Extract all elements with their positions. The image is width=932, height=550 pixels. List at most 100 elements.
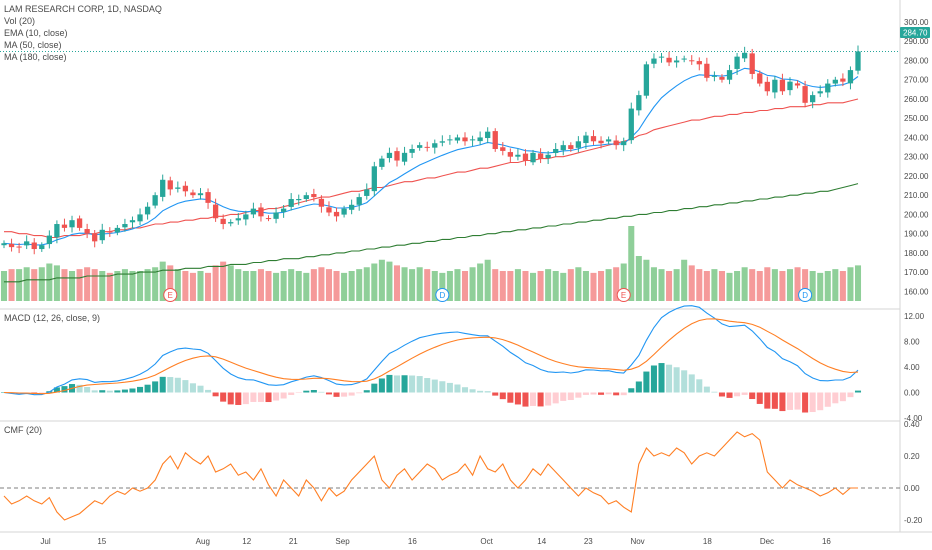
macd-histogram-bar [235, 392, 242, 405]
candle-body [749, 53, 755, 74]
candle-body [855, 51, 861, 71]
event-marker-letter: D [440, 291, 446, 300]
volume-bar [189, 272, 196, 301]
volume-bar [68, 271, 76, 301]
volume-bar [220, 261, 227, 301]
volume-bar [786, 269, 794, 301]
candle-body [205, 192, 211, 203]
macd-histogram-bar [620, 392, 627, 396]
macd-histogram-bar [76, 384, 83, 393]
candle-body [160, 179, 166, 197]
volume-bar [333, 271, 340, 301]
macd-histogram-bar [514, 392, 521, 405]
macd-histogram-bar [114, 390, 121, 393]
candle-body [69, 220, 75, 228]
price-tick-label: 300.00 [904, 18, 929, 27]
candle-body [122, 224, 128, 228]
candle-body [462, 137, 468, 142]
time-tick-label: 16 [408, 537, 417, 546]
candle-body [522, 153, 529, 161]
volume-bar [416, 267, 423, 301]
volume-bar [38, 267, 45, 301]
macd-histogram-bar [318, 391, 325, 393]
candle-body [673, 60, 680, 63]
macd-histogram-bar [348, 392, 355, 396]
macd-histogram-bar [197, 385, 204, 393]
price-tick-label: 210.00 [904, 191, 929, 200]
macd-histogram-bar [771, 392, 778, 409]
macd-histogram-bar [560, 392, 567, 401]
candle-body [54, 224, 60, 238]
time-tick-label: 16 [822, 537, 831, 546]
candle-body [537, 153, 544, 159]
macd-histogram-bar [129, 388, 136, 393]
candle-body [235, 218, 241, 221]
volume-bar [507, 271, 514, 301]
macd-histogram-bar [393, 375, 401, 393]
ma180-line [4, 183, 859, 283]
volume-bar [847, 267, 854, 301]
macd-pane[interactable] [0, 305, 862, 413]
candle-body [114, 227, 121, 233]
volume-bar [356, 269, 363, 301]
time-tick-label: Jul [40, 537, 50, 546]
candle-body [356, 197, 362, 205]
volume-bar [545, 269, 552, 301]
candle-body [371, 166, 377, 192]
candle-body [228, 222, 234, 224]
macd-histogram-bar [205, 389, 212, 393]
volume-bar [703, 271, 710, 301]
candle-body [802, 86, 808, 103]
volume-bar [673, 269, 680, 301]
candle-body [1, 243, 7, 246]
macd-histogram-bar [605, 392, 612, 395]
candle-body [326, 207, 332, 213]
volume-bar [749, 269, 756, 301]
candle-body [598, 140, 604, 144]
volume-bar [114, 271, 121, 301]
candle-body [182, 185, 189, 192]
macd-histogram-bar [273, 392, 280, 401]
price-tick-label: 160.00 [904, 287, 929, 296]
volume-bar [295, 271, 302, 301]
volume-bar [643, 259, 650, 301]
time-tick-label: 14 [537, 537, 546, 546]
candle-body [726, 70, 733, 80]
candle-body [432, 143, 438, 148]
macd-histogram-bar [333, 392, 340, 397]
volume-bar [431, 271, 438, 301]
volume-bar [386, 261, 393, 301]
macd-histogram-bar [469, 389, 476, 393]
volume-bar [522, 271, 529, 301]
macd-histogram-bar [794, 392, 801, 410]
candle-body [265, 218, 272, 220]
candle-body [840, 78, 846, 82]
macd-histogram-bar [522, 392, 529, 407]
volume-bar [23, 267, 30, 301]
volume-bar [734, 271, 741, 301]
macd-histogram-bar [310, 389, 317, 393]
macd-histogram-bar [779, 392, 786, 412]
macd-histogram-bar [416, 376, 423, 393]
candle-body [129, 220, 136, 223]
volume-bar [499, 271, 506, 301]
event-marker [616, 288, 631, 302]
volume-bar [303, 272, 310, 301]
candle-body [719, 77, 725, 80]
cmf-pane[interactable] [0, 431, 900, 521]
macd-histogram-bar [802, 392, 809, 413]
event-marker-letter: D [802, 291, 808, 300]
candle-body [16, 246, 22, 248]
volume-bar [159, 261, 166, 301]
macd-histogram-bar [167, 377, 174, 393]
candle-body [704, 63, 710, 78]
volume-bar [635, 256, 642, 301]
chart-title: LAM RESEARCH CORP, 1D, NASDAQ [4, 4, 162, 14]
macd-histogram-bar [628, 388, 635, 393]
volume-bar [121, 269, 128, 301]
candle-body [658, 56, 665, 58]
candle-body [212, 204, 219, 219]
